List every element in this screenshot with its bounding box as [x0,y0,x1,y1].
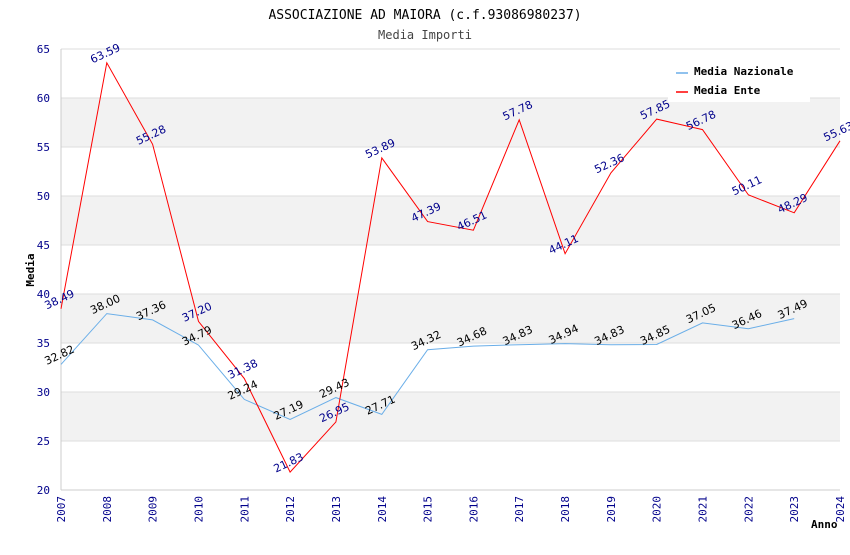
data-label-media-ente: 50.11 [730,173,764,198]
y-axis-label: Media [24,253,37,286]
x-tick-label: 2013 [330,496,343,523]
x-axis-label: Anno [811,518,838,531]
legend-label-media-nazionale: Media Nazionale [694,65,794,78]
chart-subtitle: Media Importi [378,28,472,42]
x-tick-label: 2021 [697,496,710,523]
grid-band [61,392,840,441]
x-tick-label: 2011 [238,496,251,523]
legend: Media Nazionale Media Ente [668,60,810,102]
axes [60,49,840,491]
y-tick-label: 60 [37,92,50,105]
y-axis-ticks: 20 25 30 35 40 45 50 55 60 65 [37,43,50,497]
y-tick-label: 25 [37,435,50,448]
y-tick-label: 55 [37,141,50,154]
x-tick-label: 2009 [147,496,160,523]
grid-band [61,98,840,147]
x-tick-label: 2024 [834,496,847,523]
x-tick-label: 2015 [422,496,435,523]
y-tick-label: 20 [37,484,50,497]
chart-title: ASSOCIAZIONE AD MAIORA (c.f.93086980237) [268,8,581,23]
series-line-media-ente [60,61,841,473]
x-tick-label: 2016 [467,496,480,523]
x-tick-label: 2008 [101,496,114,523]
data-label-media-ente: 21.83 [272,450,306,475]
series-lines [60,61,841,473]
grid-band [61,294,840,343]
y-tick-label: 30 [37,386,50,399]
y-tick-label: 40 [37,288,50,301]
grid-band [61,196,840,245]
x-tick-label: 2023 [788,496,801,523]
x-tick-label: 2012 [284,496,297,523]
data-label-media-ente: 52.36 [592,151,626,176]
x-tick-label: 2017 [513,496,526,523]
x-tick-label: 2007 [55,496,68,523]
legend-box [668,60,810,102]
series-line-media-nazionale [60,313,795,421]
x-tick-label: 2019 [605,496,618,523]
y-tick-label: 35 [37,337,50,350]
x-tick-label: 2014 [376,496,389,523]
x-tick-label: 2018 [559,496,572,523]
y-tick-label: 50 [37,190,50,203]
y-tick-label: 45 [37,239,50,252]
y-tick-label: 65 [37,43,50,56]
x-tick-label: 2022 [742,496,755,523]
grid-bands [61,98,840,441]
x-axis-ticks: 2007 2008 2009 2010 2011 2012 2013 2014 2015 2016… [55,496,847,523]
data-label-media-ente: 31.38 [226,357,260,382]
x-tick-label: 2010 [192,496,205,523]
legend-label-media-ente: Media Ente [694,84,761,97]
x-tick-label: 2020 [651,496,664,523]
data-label-media-ente: 63.59 [88,41,122,66]
grid-lines [61,48,840,491]
